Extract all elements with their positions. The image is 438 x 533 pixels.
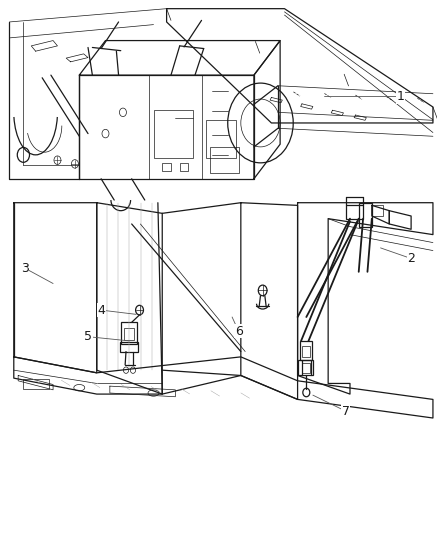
Bar [22,379,49,389]
Bar [180,163,188,171]
Bar [121,322,138,344]
Bar [372,205,383,216]
Text: 2: 2 [407,252,415,265]
Text: 7: 7 [342,405,350,417]
Text: 6: 6 [235,325,243,338]
Bar [210,147,239,173]
Bar [359,203,372,227]
Text: 3: 3 [21,262,28,274]
Bar [162,163,171,171]
Bar [120,342,138,352]
Bar [302,364,310,373]
Text: 5: 5 [84,330,92,343]
Bar [300,341,312,360]
Text: 4: 4 [97,304,105,317]
Bar [298,360,313,375]
Text: 1: 1 [396,90,404,103]
Bar [124,328,134,340]
Bar [153,110,193,158]
Bar [346,205,363,219]
Bar [206,120,237,158]
Bar [302,346,310,357]
